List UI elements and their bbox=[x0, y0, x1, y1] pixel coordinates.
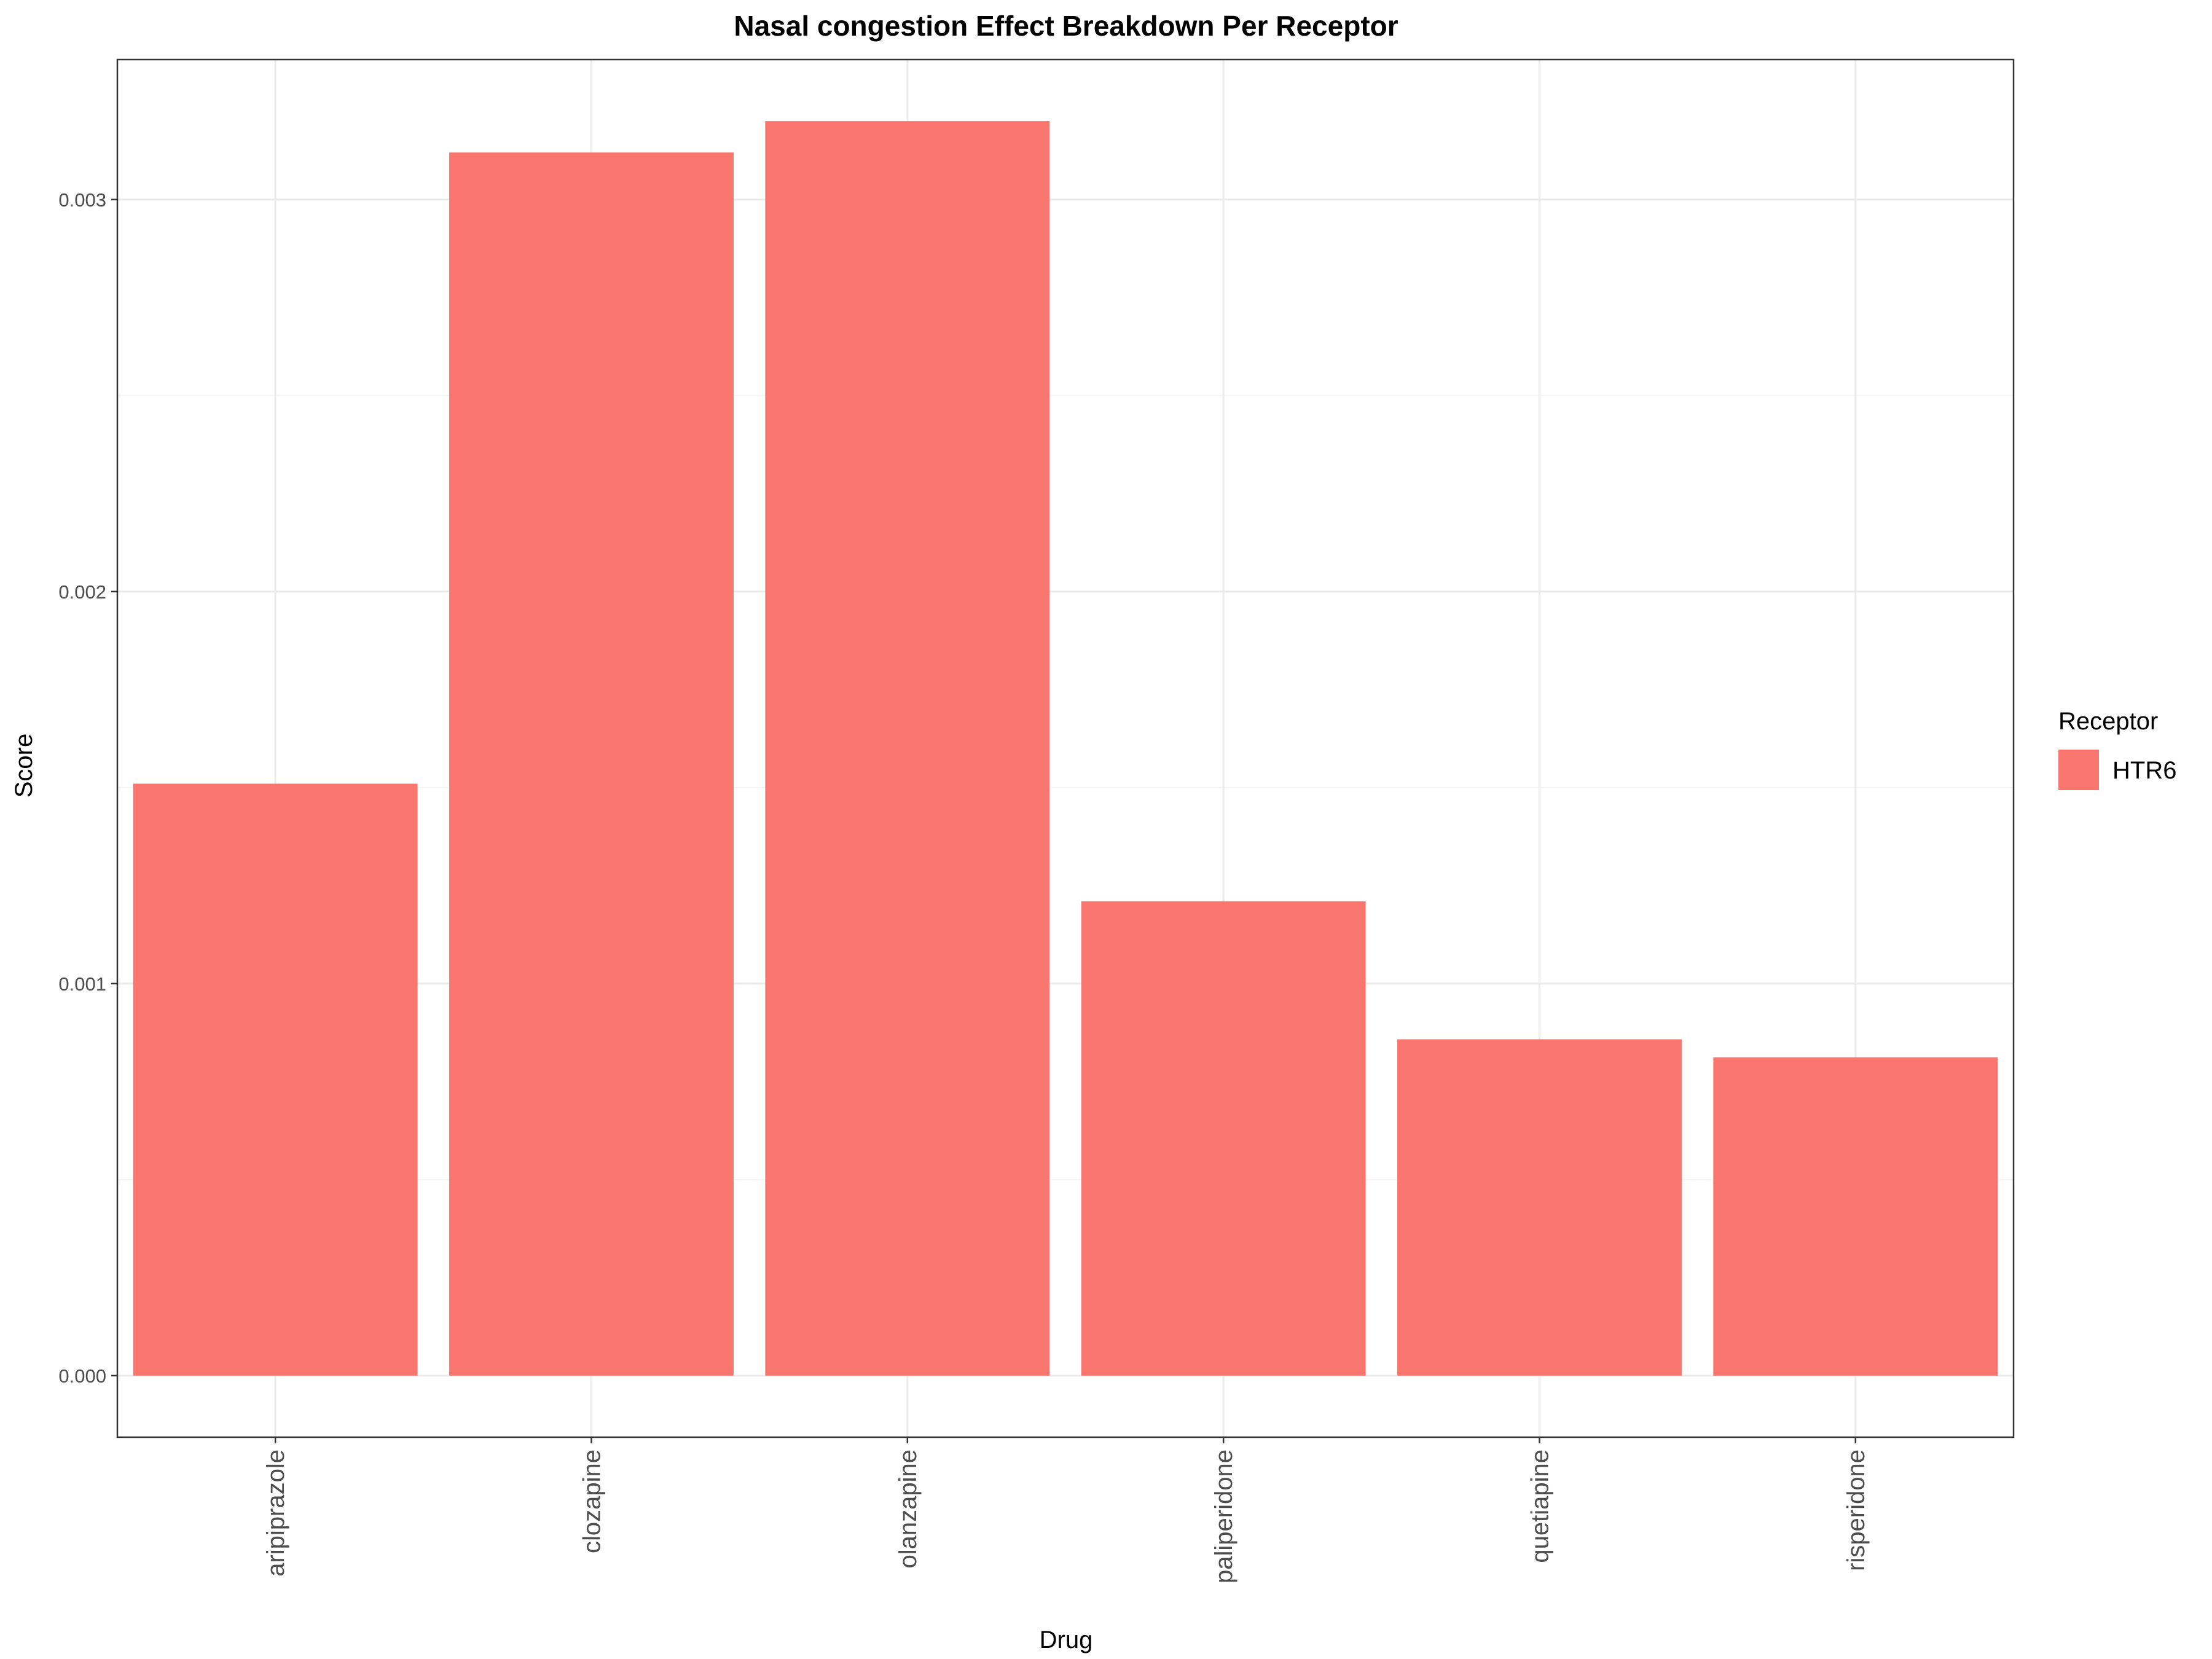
plot-panel bbox=[116, 58, 2015, 1438]
x-tick-label: quetiapine bbox=[1527, 1449, 1554, 1563]
y-axis-title: Score bbox=[10, 734, 37, 798]
x-tick-label: aripiprazole bbox=[262, 1449, 289, 1577]
x-tick-label: olanzapine bbox=[895, 1449, 922, 1569]
legend-label: HTR6 bbox=[2112, 757, 2176, 784]
bar-olanzapine bbox=[765, 121, 1050, 1376]
x-tick-label: risperidone bbox=[1843, 1449, 1870, 1571]
x-tick-labels: aripiprazole clozapine olanzapine paliperid… bbox=[262, 1437, 1870, 1583]
panel-border bbox=[116, 58, 2015, 1438]
legend-key bbox=[2058, 750, 2099, 790]
y-tick-label: 0.000 bbox=[58, 1365, 106, 1387]
bar-paliperidone bbox=[1081, 901, 1366, 1376]
bar-aripiprazole bbox=[133, 783, 418, 1376]
panel-background bbox=[117, 60, 2014, 1437]
y-tick-label: 0.003 bbox=[58, 189, 106, 211]
x-axis-title: Drug bbox=[1040, 1626, 1093, 1653]
y-tick-labels: 0.000 0.001 0.002 0.003 bbox=[58, 189, 117, 1387]
bar-quetiapine bbox=[1397, 1039, 1682, 1376]
bar-risperidone bbox=[1713, 1057, 1998, 1376]
y-tick-label: 0.002 bbox=[58, 581, 106, 603]
bar-clozapine bbox=[449, 152, 734, 1376]
y-tick-label: 0.001 bbox=[58, 973, 106, 995]
legend: Receptor HTR6 bbox=[2058, 708, 2176, 790]
chart-title: Nasal congestion Effect Breakdown Per Re… bbox=[734, 10, 1398, 42]
x-tick-label: clozapine bbox=[579, 1449, 606, 1553]
legend-title: Receptor bbox=[2058, 708, 2158, 735]
x-tick-label: paliperidone bbox=[1210, 1449, 1237, 1583]
